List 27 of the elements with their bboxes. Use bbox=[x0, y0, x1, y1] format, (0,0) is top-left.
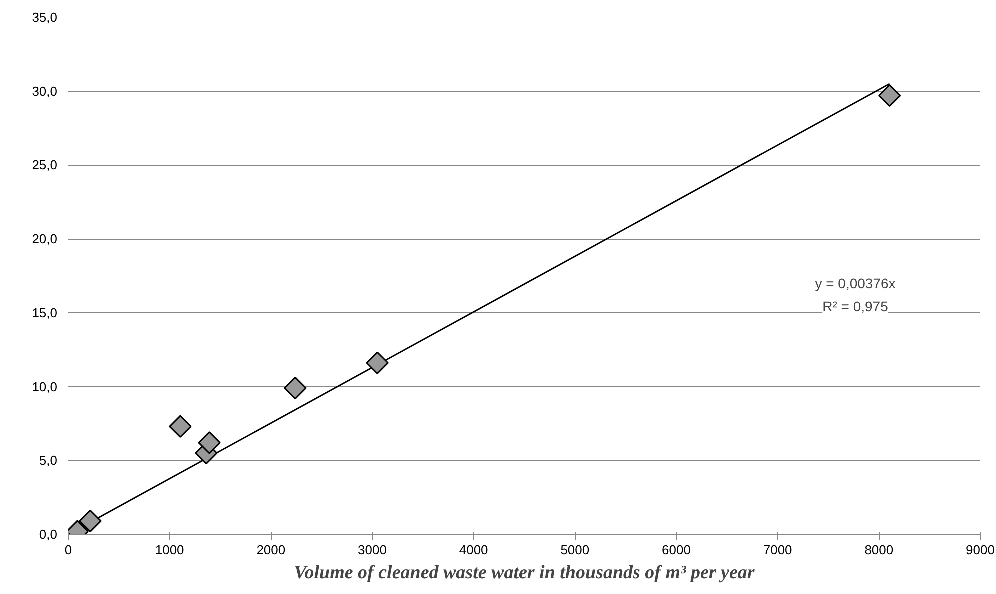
x-tick-label: 0 bbox=[64, 542, 72, 558]
x-tick-label: 2000 bbox=[256, 542, 286, 558]
x-tick-label: 1000 bbox=[155, 542, 184, 558]
x-tick-label: 9000 bbox=[966, 542, 995, 558]
x-tick-label: 4000 bbox=[459, 542, 488, 558]
y-tick-label: 20,0 bbox=[32, 232, 58, 247]
x-tick-label: 3000 bbox=[358, 542, 387, 558]
y-tick-label: 5,0 bbox=[39, 453, 58, 468]
x-axis-title: Volume of cleaned waste water in thousands of m³ per year bbox=[294, 562, 756, 584]
y-tick-label: 35,0 bbox=[32, 10, 58, 25]
point bbox=[366, 352, 389, 375]
y-tick-label: 10,0 bbox=[32, 379, 58, 394]
point bbox=[198, 432, 221, 454]
y-tick-label: 15,0 bbox=[32, 305, 58, 320]
point bbox=[878, 84, 902, 108]
point bbox=[169, 415, 192, 438]
y-tick-label: 25,0 bbox=[32, 158, 58, 173]
y-tick-label: 30,0 bbox=[32, 84, 58, 99]
point bbox=[284, 376, 307, 400]
x-tick-label: 7000 bbox=[763, 542, 792, 558]
annotation: R² = 0,975 bbox=[822, 298, 889, 314]
point bbox=[79, 510, 102, 533]
x-tick-label: 8000 bbox=[864, 542, 894, 558]
y-tick-label: 0,0 bbox=[39, 527, 58, 542]
annotation: y = 0,00376x bbox=[815, 276, 896, 292]
x-tick-label: 5000 bbox=[560, 542, 590, 558]
x-tick-label: 6000 bbox=[662, 542, 691, 558]
